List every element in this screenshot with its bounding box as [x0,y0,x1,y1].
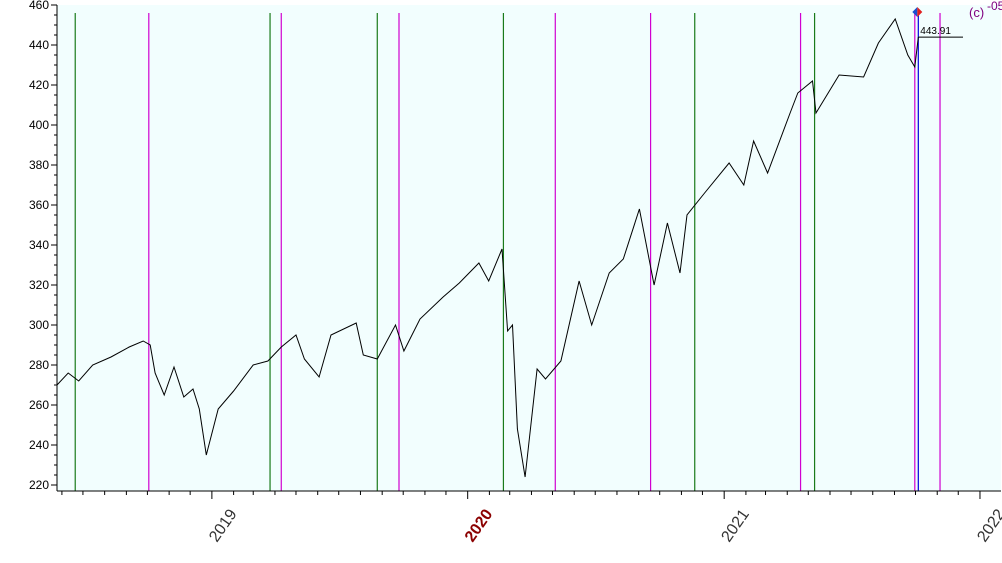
price-series-line [56,17,919,478]
corner-label-2: -05 [987,0,1002,13]
last-value-label: 443.91 [920,26,951,37]
marker-diamond-left [912,7,918,17]
y-tick-label: 320 [29,278,49,292]
y-tick-label: 340 [29,238,49,252]
x-tick-label: 2020 [462,506,496,545]
y-tick-label: 380 [29,158,49,172]
event-lines-layer [74,13,941,491]
x-tick-label: 2022 [974,506,1002,545]
y-tick-label: 300 [29,318,49,332]
y-axis: 220 240 260 280 300 320 340 360 380 400 420 440 460 [29,0,58,492]
y-tick-label: 460 [29,0,49,12]
y-tick-label: 420 [29,78,49,92]
y-tick-label: 260 [29,398,49,412]
y-tick-label: 220 [29,478,49,492]
y-tick-label: 440 [29,38,49,52]
plot-background [57,5,1001,491]
y-tick-label: 360 [29,198,49,212]
y-tick-label: 280 [29,358,49,372]
y-tick-label: 240 [29,438,49,452]
x-tick-label: 2019 [206,506,240,545]
y-tick-label: 400 [29,118,49,132]
last-value-marker-group: 443.91 [912,7,963,38]
marker-diamond-right [917,7,923,17]
x-axis: 2019 2020 2021 2022 [57,490,1002,545]
corner-label: (c) [969,5,984,20]
x-tick-label: 2021 [719,506,753,545]
